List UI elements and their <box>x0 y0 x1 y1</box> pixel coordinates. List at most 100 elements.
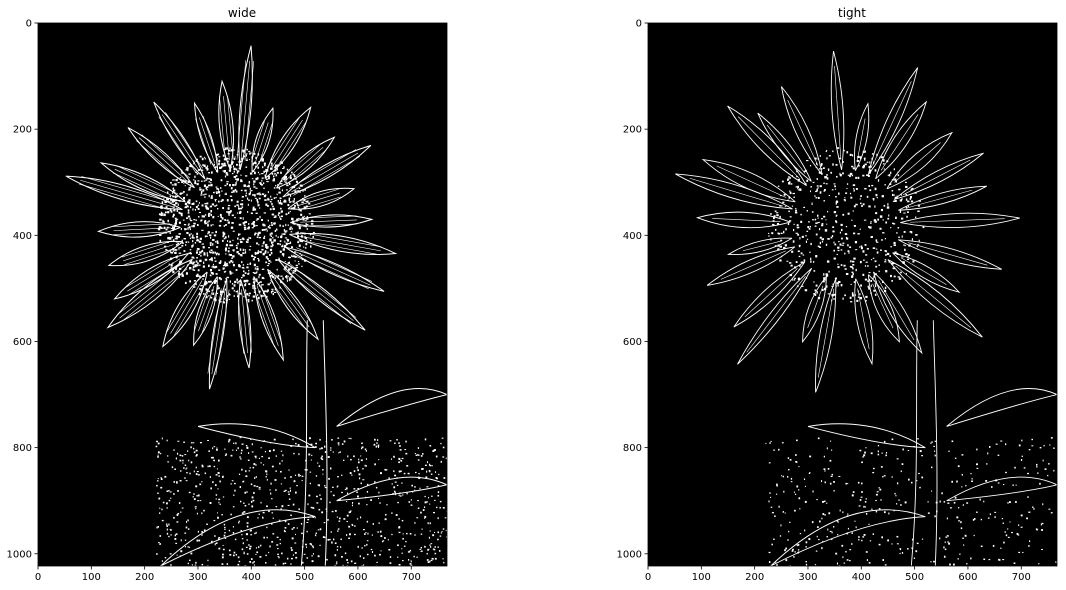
seed-edge <box>236 171 239 174</box>
seed-edge <box>887 203 889 206</box>
texture-edge <box>423 506 426 508</box>
texture-edge <box>862 456 864 458</box>
texture-edge <box>241 443 244 445</box>
seed-edge <box>287 203 290 207</box>
petal-edge <box>113 253 189 300</box>
seed-edge <box>889 183 892 186</box>
seed-edge <box>872 197 875 200</box>
texture-edge <box>197 494 200 497</box>
seed-edge <box>777 185 780 187</box>
texture-edge <box>159 507 161 509</box>
seed-edge <box>882 159 885 162</box>
texture-edge <box>156 526 158 529</box>
seed-edge <box>218 269 221 271</box>
seed-edge <box>273 239 276 242</box>
petal-edge <box>276 136 336 189</box>
seed-edge <box>780 232 783 235</box>
seed-edge <box>278 212 281 214</box>
seed-edge <box>244 272 247 274</box>
texture-edge <box>799 508 801 510</box>
seed-edge <box>283 176 286 179</box>
seed-edge <box>282 244 284 246</box>
seed-edge <box>269 282 271 284</box>
seed-edge <box>228 213 230 216</box>
seed-edge <box>254 194 256 197</box>
texture-edge <box>1028 511 1031 513</box>
seed-edge <box>290 174 292 177</box>
texture-edge <box>263 536 265 539</box>
seed-edge <box>222 170 224 172</box>
texture-edge <box>427 549 429 551</box>
texture-edge <box>403 545 406 547</box>
x-tick-label: 100 <box>82 572 101 583</box>
seed-edge <box>224 169 227 173</box>
texture-edge <box>358 461 360 464</box>
seed-edge <box>825 150 827 153</box>
texture-edge <box>878 543 881 546</box>
texture-edge <box>289 489 292 492</box>
edge-image-tight <box>675 51 1057 566</box>
texture-edge <box>424 515 427 518</box>
seed-edge <box>206 177 209 180</box>
seed-edge <box>189 217 191 221</box>
seed-edge <box>160 213 163 217</box>
seed-edge <box>245 159 248 161</box>
seed-edge <box>220 300 222 303</box>
texture-edge <box>851 495 854 497</box>
seed-edge <box>242 270 245 273</box>
seed-edge <box>866 248 870 250</box>
texture-edge <box>245 445 248 447</box>
texture-edge <box>319 494 321 496</box>
texture-edge <box>973 534 975 537</box>
seed-edge <box>226 276 229 279</box>
texture-edge <box>260 447 262 449</box>
seed-edge <box>267 246 269 249</box>
seed-edge <box>878 270 880 273</box>
texture-edge <box>839 509 841 512</box>
texture-edge <box>379 472 382 475</box>
seed-edge <box>846 187 848 189</box>
texture-edge <box>805 541 808 544</box>
seed-edge <box>253 263 256 267</box>
seed-edge <box>216 187 219 190</box>
seed-edge <box>874 284 877 288</box>
texture-edge <box>307 516 310 518</box>
seed-edge <box>201 192 203 194</box>
seed-edge <box>277 199 279 203</box>
texture-edge <box>913 557 916 559</box>
texture-edge <box>192 495 194 498</box>
seed-edge <box>224 175 227 178</box>
texture-edge <box>290 557 293 560</box>
petal-vein <box>716 165 787 198</box>
texture-edge <box>164 557 167 559</box>
seed-edge <box>230 210 232 213</box>
seed-edge <box>189 249 192 251</box>
seed-edge <box>261 158 264 161</box>
texture-edge <box>1022 551 1024 554</box>
axes-frame <box>647 22 1058 567</box>
texture-edge <box>787 469 790 471</box>
seed-edge <box>174 183 177 186</box>
seed-edge <box>191 225 193 228</box>
seed-edge <box>267 257 269 260</box>
seed-edge <box>823 280 825 283</box>
texture-edge <box>248 544 250 546</box>
texture-edge <box>282 454 284 457</box>
seed-edge <box>831 285 834 287</box>
seed-edge <box>295 180 298 183</box>
seed-edge <box>222 154 225 157</box>
texture-edge <box>391 483 393 485</box>
seed-edge <box>229 280 231 283</box>
texture-edge <box>222 548 225 551</box>
texture-edge <box>971 478 973 480</box>
texture-edge <box>408 501 411 503</box>
seed-edge <box>174 221 177 225</box>
texture-edge <box>288 469 290 471</box>
texture-edge <box>233 482 236 485</box>
seed-edge <box>256 268 259 271</box>
petal-vein <box>910 218 1005 223</box>
seed-edge <box>895 216 897 220</box>
petal-vein <box>300 223 357 227</box>
seed-edge <box>188 223 190 226</box>
texture-edge <box>248 470 251 472</box>
